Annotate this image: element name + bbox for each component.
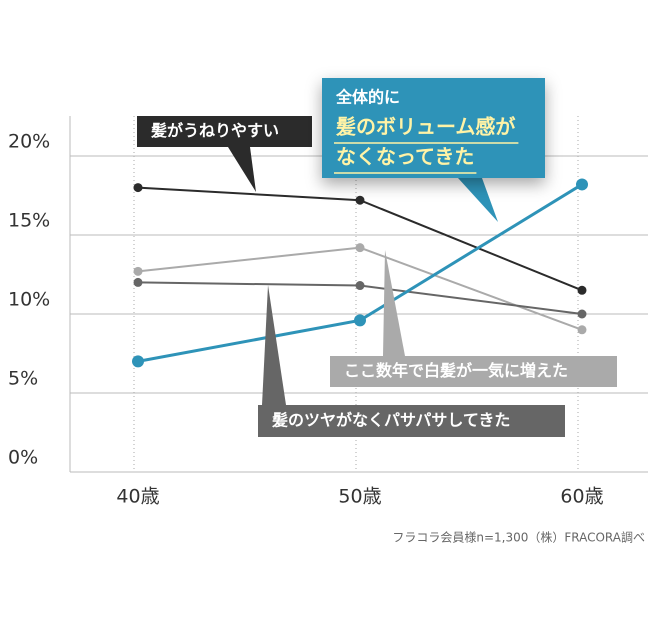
callout-label: 髪がうねりやすい <box>150 121 279 140</box>
point <box>354 314 366 327</box>
callout-pointer <box>262 285 286 405</box>
callout-box <box>258 405 565 437</box>
y-tick-label: 0% <box>8 447 38 469</box>
x-tick-label: 40歳 <box>116 486 159 508</box>
point <box>355 243 365 253</box>
y-tick-label: 5% <box>8 368 38 390</box>
callout-label: 全体的に <box>335 88 400 107</box>
point <box>355 281 365 291</box>
series-line <box>137 183 583 363</box>
point <box>133 183 143 193</box>
y-tick-label: 10% <box>8 289 50 311</box>
callout-label: ここ数年で白髪が一気に増えた <box>344 361 568 380</box>
point <box>577 309 587 319</box>
y-tick-label: 15% <box>8 210 50 232</box>
callout-pointer <box>458 178 498 222</box>
callout-box <box>137 116 312 147</box>
callout-label: 髪のボリューム感が <box>335 115 515 139</box>
source-note: フラコラ会員様n=1,300（株）FRACORA調べ <box>392 530 645 545</box>
point <box>577 325 587 335</box>
callout-pointer <box>228 147 256 192</box>
callout-box <box>330 356 617 387</box>
callout-label: なくなってきた <box>336 145 474 169</box>
x-tick-label: 50歳 <box>338 486 381 508</box>
callout-pointer <box>383 250 405 356</box>
point <box>576 178 588 191</box>
y-tick-label: 20% <box>8 131 50 153</box>
callout-label: 髪のツヤがなくパサパサしてきた <box>271 411 510 430</box>
point <box>577 285 587 295</box>
point <box>133 266 143 276</box>
x-tick-label: 60歳 <box>560 486 603 508</box>
point <box>133 277 143 287</box>
point <box>132 355 144 368</box>
lines <box>132 178 588 368</box>
point <box>355 195 365 205</box>
callout-box <box>322 78 545 178</box>
